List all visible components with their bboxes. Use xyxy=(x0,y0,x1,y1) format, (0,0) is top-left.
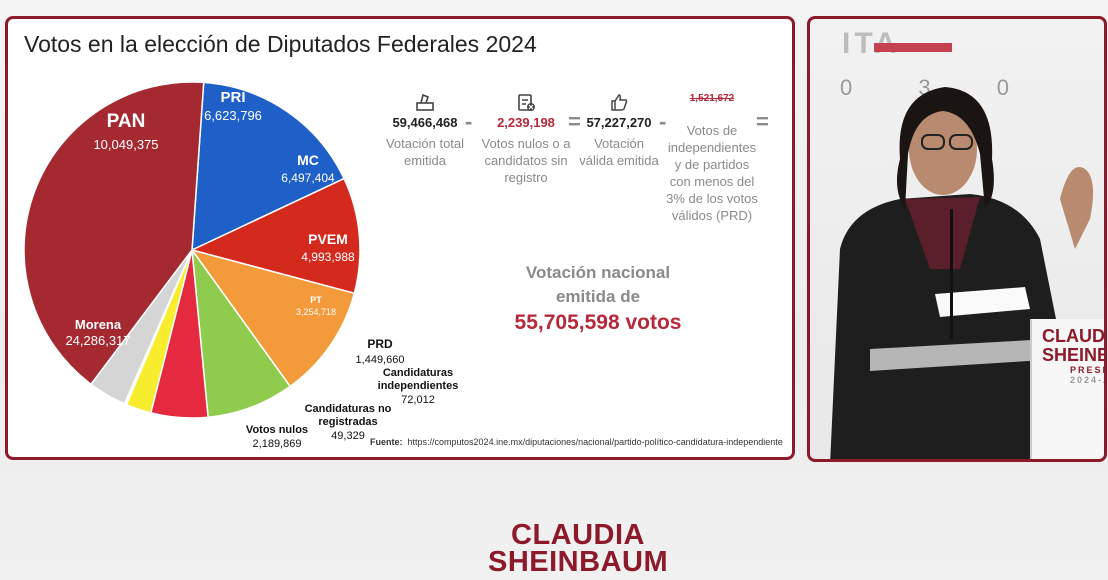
brand-logo: CLAUDIA SHEINBAUM xyxy=(488,519,669,578)
formula-nulos: 2,239,198 Votos nulos o a candidatos sin… xyxy=(478,91,574,186)
national-total-line2: emitida de xyxy=(555,287,641,306)
pie-slice-mc xyxy=(190,248,356,388)
independent-votes-label: Votos de independientes y de partidos co… xyxy=(666,123,758,223)
speaker-video: ITA 0 3 0 CLAUDIA SHEINBAUM PRESIDENTA 2… xyxy=(807,16,1107,462)
formula-valida: 57,227,270 Votación válida emitida xyxy=(576,91,662,169)
national-total: Votación nacional emitida de 55,705,598 … xyxy=(478,261,718,337)
source-label: Fuente: xyxy=(370,437,403,447)
national-total-line1: Votación nacional xyxy=(525,263,671,282)
void-ballot-icon xyxy=(518,94,535,111)
slice-label-pri: PRI 6,623,796 xyxy=(204,89,262,123)
national-total-value: 55,705,598 votos xyxy=(514,311,682,334)
formula-total: 59,466,468 Votación total emitida xyxy=(372,91,478,169)
ballot-box-icon xyxy=(416,93,434,111)
valid-votes-label: Votación válida emitida xyxy=(579,136,659,168)
pie-chart: PAN 10,049,375 PRI 6,623,796 MC 6,497,404 PVEM… xyxy=(23,81,459,450)
slice-label-pan: PAN 10,049,375 xyxy=(93,111,158,152)
source-note: Fuente: https://computos2024.ine.mx/dipu… xyxy=(370,437,783,447)
null-votes-value: 2,239,198 xyxy=(497,115,555,130)
slice-label-candidaturas-independientes: Candidaturas independientes 72,012 xyxy=(378,367,459,406)
podium-name: CLAUDIA SHEINBAUM xyxy=(1042,326,1105,365)
equals-operator: = xyxy=(568,109,581,134)
minus-operator: - xyxy=(465,109,473,134)
source-url[interactable]: https://computos2024.ine.mx/diputaciones… xyxy=(407,437,783,447)
slice-label-pvem: PVEM 4,993,988 xyxy=(301,231,355,264)
slice-label-mc: MC 6,497,404 xyxy=(281,152,335,185)
pie-slice-morena xyxy=(23,81,205,386)
chart-title: Votos en la elección de Diputados Federa… xyxy=(24,31,537,57)
pie-slice-pan xyxy=(191,81,346,252)
slice-label-morena: Morena 24,286,317 xyxy=(65,317,130,348)
pie-slice-pvem xyxy=(190,247,292,419)
slice-label-candidaturas-no-registradas: Candidaturas no registradas 49,329 xyxy=(305,403,392,442)
slice-label-pt: PT 3,254,718 xyxy=(296,295,336,317)
podium xyxy=(1030,319,1104,459)
total-votes-value: 59,466,468 xyxy=(392,115,458,130)
slice-label-prd: PRD 1,449,660 xyxy=(356,337,405,366)
total-votes-label: Votación total emitida xyxy=(385,136,465,168)
chart-slide: Votos en la elección de Diputados Federa… xyxy=(5,16,795,460)
null-votes-label: Votos nulos o a candidatos sin registro xyxy=(481,136,571,185)
podium-subtitle: PRESIDENTA 2024-2030 xyxy=(1070,365,1107,385)
equals-operator-2: = xyxy=(756,109,769,134)
independent-votes-value: 1,521,672 xyxy=(689,93,735,104)
backdrop-stripe xyxy=(874,43,952,52)
slice-label-votos-nulos: Votos nulos 2,189,869 xyxy=(246,424,308,450)
valid-votes-value: 57,227,270 xyxy=(586,115,652,130)
minus-operator-2: - xyxy=(659,109,667,134)
formula-independientes: 1,521,672 Votos de independientes y de p… xyxy=(663,93,761,224)
speaker-figure xyxy=(830,87,1094,459)
thumbs-up-icon xyxy=(611,94,628,111)
pie-slice-pri xyxy=(189,177,361,295)
